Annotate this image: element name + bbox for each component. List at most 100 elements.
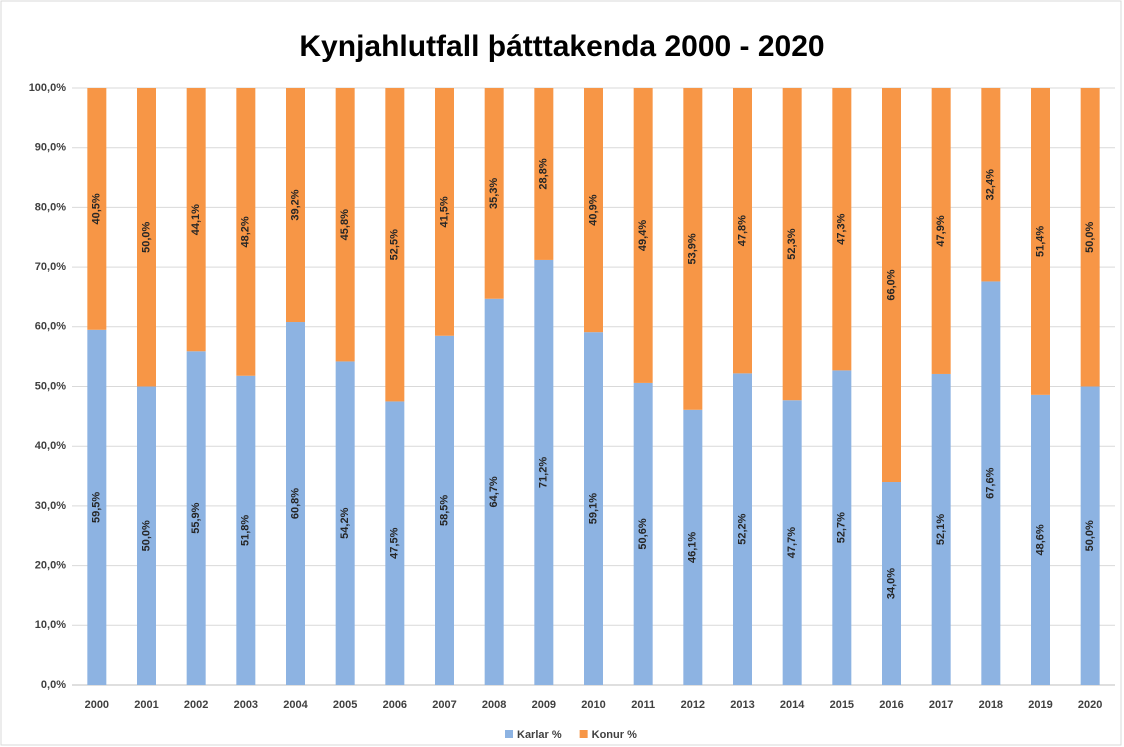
bar-segment	[882, 88, 901, 483]
data-label: 59,1%	[587, 493, 599, 524]
bar-segment	[931, 88, 951, 374]
x-tick-label: 2015	[830, 699, 854, 711]
data-label: 40,5%	[91, 193, 103, 224]
y-tick-label: 40,0%	[35, 440, 66, 452]
bar-segment	[1031, 88, 1050, 395]
bar-segment	[584, 88, 603, 333]
data-label: 66,0%	[885, 269, 897, 300]
data-label: 47,3%	[836, 213, 848, 244]
bar-segment	[981, 88, 1001, 282]
bar-segment	[584, 332, 603, 685]
data-label: 53,9%	[687, 233, 699, 264]
bar-segment	[484, 88, 504, 299]
x-tick-label: 2000	[85, 699, 109, 711]
legend-label: Konur %	[592, 729, 637, 741]
data-label: 67,6%	[985, 467, 997, 498]
x-tick-label: 2006	[383, 699, 407, 711]
bar-segment	[435, 335, 454, 685]
data-label: 52,5%	[389, 229, 401, 260]
legend-label: Karlar %	[517, 729, 562, 741]
data-label: 34,0%	[885, 568, 897, 599]
data-label: 60,8%	[289, 488, 301, 519]
bar-segment	[286, 88, 305, 323]
bar-segment	[186, 351, 206, 685]
x-tick-label: 2004	[283, 699, 308, 711]
bar-segment	[683, 409, 703, 685]
data-label: 52,2%	[736, 513, 748, 544]
data-label: 39,2%	[289, 189, 301, 220]
bar-segment	[1031, 394, 1050, 685]
data-label: 51,8%	[240, 515, 252, 546]
x-tick-label: 2018	[979, 699, 1003, 711]
y-tick-label: 80,0%	[35, 201, 66, 213]
x-tick-label: 2013	[730, 699, 754, 711]
bar-segment	[335, 361, 355, 685]
data-label: 45,8%	[339, 209, 351, 240]
bar-segment	[1080, 386, 1100, 685]
data-label: 64,7%	[488, 476, 500, 507]
x-tick-label: 2001	[134, 699, 158, 711]
bar-segment	[87, 88, 107, 330]
data-label: 55,9%	[190, 502, 202, 533]
data-label: 50,0%	[1084, 221, 1096, 252]
data-label: 47,7%	[786, 527, 798, 558]
bar-segment	[137, 386, 156, 685]
y-tick-label: 10,0%	[35, 619, 66, 631]
data-label: 52,3%	[786, 228, 798, 259]
y-tick-label: 20,0%	[35, 560, 66, 572]
x-tick-label: 2002	[184, 699, 208, 711]
bar-segment	[236, 88, 256, 376]
bar-segment	[931, 373, 951, 685]
y-tick-label: 70,0%	[35, 261, 66, 273]
y-tick-label: 60,0%	[35, 321, 66, 333]
legend-swatch	[579, 730, 588, 738]
bar-segment	[782, 400, 802, 685]
y-tick-label: 50,0%	[35, 380, 66, 392]
bar-segment	[782, 88, 802, 401]
bar-segment	[534, 88, 554, 260]
data-label: 44,1%	[190, 204, 202, 235]
x-tick-label: 2005	[333, 699, 357, 711]
x-tick-label: 2012	[681, 699, 705, 711]
bar-segment	[435, 88, 454, 336]
x-tick-label: 2008	[482, 699, 506, 711]
x-tick-label: 2016	[879, 699, 903, 711]
bar-segment	[733, 88, 752, 374]
bar-segment	[385, 401, 405, 685]
x-tick-label: 2017	[929, 699, 953, 711]
chart-title: Kynjahlutfall þátttakenda 2000 - 2020	[299, 30, 824, 63]
bar-segment	[832, 88, 852, 371]
bar-segment	[683, 88, 703, 410]
y-tick-label: 100,0%	[29, 82, 67, 94]
data-label: 51,4%	[1034, 226, 1046, 257]
bar-segment	[236, 375, 256, 685]
data-label: 52,7%	[836, 512, 848, 543]
data-label: 40,9%	[587, 194, 599, 225]
data-label: 41,5%	[438, 196, 450, 227]
bar-segment	[286, 322, 305, 685]
data-label: 54,2%	[339, 507, 351, 538]
data-label: 48,6%	[1034, 524, 1046, 555]
data-label: 32,4%	[985, 169, 997, 200]
bar-segment	[534, 259, 554, 685]
x-tick-label: 2019	[1028, 699, 1052, 711]
y-tick-label: 0,0%	[41, 679, 66, 691]
x-tick-label: 2020	[1078, 699, 1102, 711]
data-label: 50,0%	[1084, 520, 1096, 551]
bar-segment	[484, 298, 504, 685]
bar-segment	[832, 370, 852, 685]
x-tick-label: 2014	[780, 699, 805, 711]
data-label: 49,4%	[637, 220, 649, 251]
bar-segment	[981, 281, 1001, 685]
data-label: 50,0%	[140, 520, 152, 551]
data-label: 52,1%	[935, 514, 947, 545]
data-label: 47,5%	[389, 527, 401, 558]
data-label: 59,5%	[91, 492, 103, 523]
bar-segment	[385, 88, 405, 402]
data-label: 48,2%	[240, 216, 252, 247]
bar-segment	[335, 88, 355, 362]
legend-swatch	[505, 730, 513, 738]
